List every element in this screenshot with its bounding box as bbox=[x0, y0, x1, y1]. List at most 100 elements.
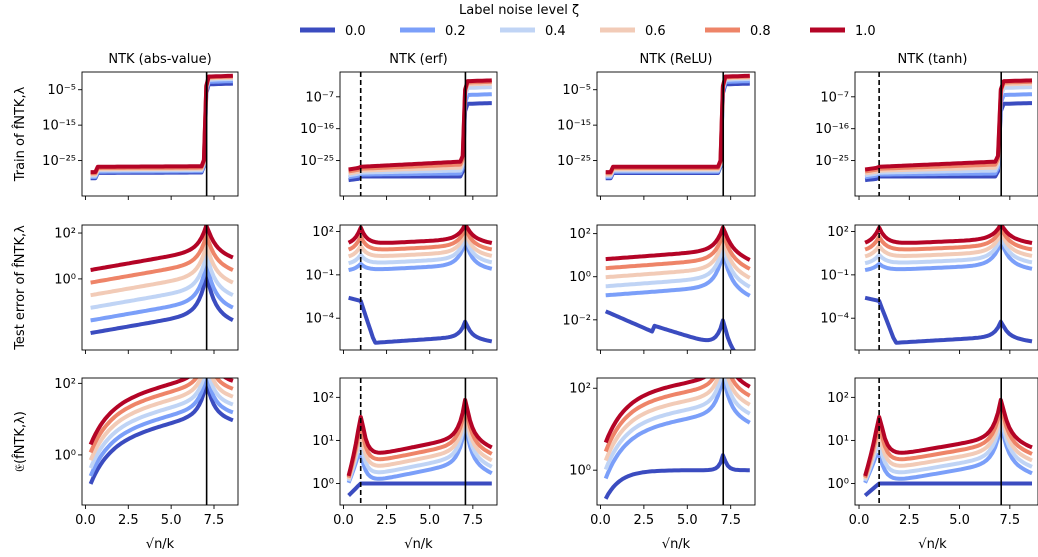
series-group bbox=[90, 73, 233, 181]
y-tick-label: 10¹ bbox=[827, 434, 849, 449]
y-tick-label: 10⁻⁵ bbox=[47, 83, 76, 98]
series-line-0.6 bbox=[605, 238, 751, 280]
series-line-0.4 bbox=[605, 245, 751, 289]
series-group bbox=[604, 225, 751, 350]
panel-r1-c1: 10² 10⁻¹ 10⁻⁴ bbox=[305, 224, 498, 354]
series-group bbox=[348, 78, 492, 183]
axes-frame bbox=[339, 71, 498, 197]
x-tick-label: 0.0 bbox=[333, 513, 354, 528]
y-tick-label: 10⁻¹⁵ bbox=[557, 119, 591, 134]
y-tick-label: 10⁰ bbox=[569, 464, 591, 479]
y-tick-label: 10⁻²⁵ bbox=[557, 154, 591, 169]
panel-title: NTK (tanh) bbox=[897, 52, 967, 67]
x-tick-label: 2.5 bbox=[376, 513, 397, 528]
x-tick-label: 7.5 bbox=[720, 513, 741, 528]
x-tick-label: 7.5 bbox=[1000, 513, 1021, 528]
axes-frame bbox=[339, 224, 498, 351]
legend: Label noise level ζ 0.0 0.2 0.4 0.6 0.8 1.0 bbox=[300, 3, 876, 39]
x-tick-label: 5.0 bbox=[419, 513, 440, 528]
y-tick-label: 10⁻¹⁶ bbox=[300, 122, 334, 137]
series-line-0.6 bbox=[603, 378, 751, 462]
x-tick-label: 7.5 bbox=[204, 513, 225, 528]
panel-title: NTK (abs-value) bbox=[108, 52, 211, 67]
series-line-0.4 bbox=[603, 378, 751, 471]
y-tick-label: 10⁻² bbox=[562, 313, 591, 328]
series-line-1.0 bbox=[346, 397, 493, 477]
series-line-0.0 bbox=[605, 81, 750, 181]
axes-frame bbox=[854, 224, 1038, 351]
series-line-0.6 bbox=[348, 81, 492, 176]
x-axis-label: √n/k bbox=[662, 537, 691, 552]
series-line-0.8 bbox=[603, 378, 751, 453]
x-axis-label: √n/k bbox=[918, 537, 947, 552]
axes-frame bbox=[81, 71, 239, 197]
series-group bbox=[864, 78, 1033, 183]
series-line-0.8 bbox=[605, 232, 751, 271]
y-tick-label: 10² bbox=[54, 227, 76, 242]
panel-r0-c3: 10⁻⁷ 10⁻¹⁶ 10⁻²⁵ NTK (tanh) bbox=[815, 52, 1038, 200]
row-labels: Train of f̂NTK,λ Test error of f̂NTK,λ 𝔈(f… bbox=[13, 86, 28, 471]
panel-r2-c1: 10² 10¹ 10⁰ 0.0 2.5 5.0 7.5 bbox=[312, 377, 498, 528]
x-tick-label: 0.0 bbox=[849, 513, 870, 528]
y-tick-label: 10⁻²⁵ bbox=[42, 154, 76, 169]
x-tick-label: 0.0 bbox=[590, 513, 611, 528]
series-line-0.6 bbox=[347, 231, 493, 259]
series-line-0.4 bbox=[90, 77, 233, 178]
series-group bbox=[347, 225, 493, 345]
series-line-0.8 bbox=[347, 227, 493, 252]
series-line-0.6 bbox=[864, 81, 1033, 176]
series-line-0.2 bbox=[864, 240, 1033, 273]
series-line-1.0 bbox=[90, 225, 234, 272]
axes-frame bbox=[596, 377, 756, 506]
series-group bbox=[88, 378, 234, 485]
series-line-0.6 bbox=[864, 231, 1033, 259]
series-line-0.6 bbox=[605, 75, 750, 177]
series-line-0.2 bbox=[605, 79, 750, 179]
y-tick-label: 10⁰ bbox=[54, 272, 76, 287]
series-line-0.0 bbox=[348, 295, 493, 345]
axes-frame bbox=[854, 71, 1038, 197]
series-line-0.0 bbox=[604, 309, 736, 350]
y-tick-label: 10⁻¹ bbox=[820, 268, 849, 283]
series-line-0.2 bbox=[348, 92, 492, 180]
series-line-1.0 bbox=[603, 378, 751, 444]
y-tick-label: 10⁻¹ bbox=[305, 268, 334, 283]
series-line-1.0 bbox=[88, 378, 234, 446]
y-tick-label: 10⁻²⁵ bbox=[815, 154, 849, 169]
x-axis-label: √n/k bbox=[146, 537, 175, 552]
series-group bbox=[863, 397, 1033, 498]
x-tick-label: 5.0 bbox=[677, 513, 698, 528]
panel-title: NTK (erf) bbox=[389, 52, 447, 67]
legend-entries: 0.0 0.2 0.4 0.6 0.8 1.0 bbox=[300, 24, 876, 39]
y-tick-label: 10⁰ bbox=[312, 477, 334, 492]
axes-frame bbox=[339, 377, 498, 506]
series-line-0.0 bbox=[348, 101, 492, 183]
series-line-0.0 bbox=[88, 381, 234, 485]
legend-label-1: 0.2 bbox=[445, 24, 466, 39]
axes-frame bbox=[81, 377, 239, 506]
y-tick-label: 10⁻⁷ bbox=[820, 90, 849, 105]
axes-frame bbox=[596, 71, 756, 197]
legend-label-4: 0.8 bbox=[750, 24, 771, 39]
y-tick-label: 10⁻²⁵ bbox=[300, 154, 334, 169]
panel-r1-c2: 10² 10⁰ 10⁻² bbox=[562, 224, 756, 354]
series-line-0.6 bbox=[88, 378, 234, 462]
panel-r1-c0: 10² 10⁰ bbox=[54, 224, 239, 354]
axes-frame bbox=[854, 377, 1038, 506]
series-line-0.0 bbox=[347, 481, 492, 497]
series-line-0.0 bbox=[863, 481, 1032, 498]
series-line-0.8 bbox=[605, 74, 750, 176]
y-tick-label: 10² bbox=[569, 382, 591, 397]
y-tick-label: 10⁻⁴ bbox=[820, 312, 849, 327]
x-tick-label: 5.0 bbox=[949, 513, 970, 528]
panel-r0-c1: 10⁻⁷ 10⁻¹⁶ 10⁻²⁵ NTK (erf) bbox=[300, 52, 498, 200]
panel-title: NTK (ReLU) bbox=[639, 52, 712, 67]
series-group bbox=[605, 73, 750, 181]
legend-label-3: 0.6 bbox=[645, 24, 666, 39]
y-tick-label: 10⁰ bbox=[569, 270, 591, 285]
series-line-0.6 bbox=[90, 75, 233, 177]
series-line-0.2 bbox=[88, 378, 234, 477]
y-tick-label: 10⁰ bbox=[827, 477, 849, 492]
series-line-0.2 bbox=[348, 240, 493, 273]
